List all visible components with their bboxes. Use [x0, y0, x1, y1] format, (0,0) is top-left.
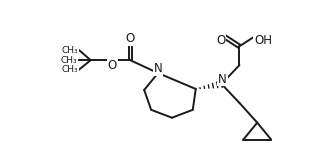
- Text: CH₃: CH₃: [60, 56, 77, 65]
- Text: O: O: [126, 32, 135, 45]
- Text: CH₃: CH₃: [61, 65, 78, 74]
- Text: O: O: [216, 34, 225, 47]
- Text: N: N: [218, 73, 227, 86]
- Text: OH: OH: [254, 34, 272, 47]
- Text: N: N: [154, 62, 162, 75]
- Text: CH₃: CH₃: [61, 46, 78, 55]
- Text: O: O: [108, 59, 117, 72]
